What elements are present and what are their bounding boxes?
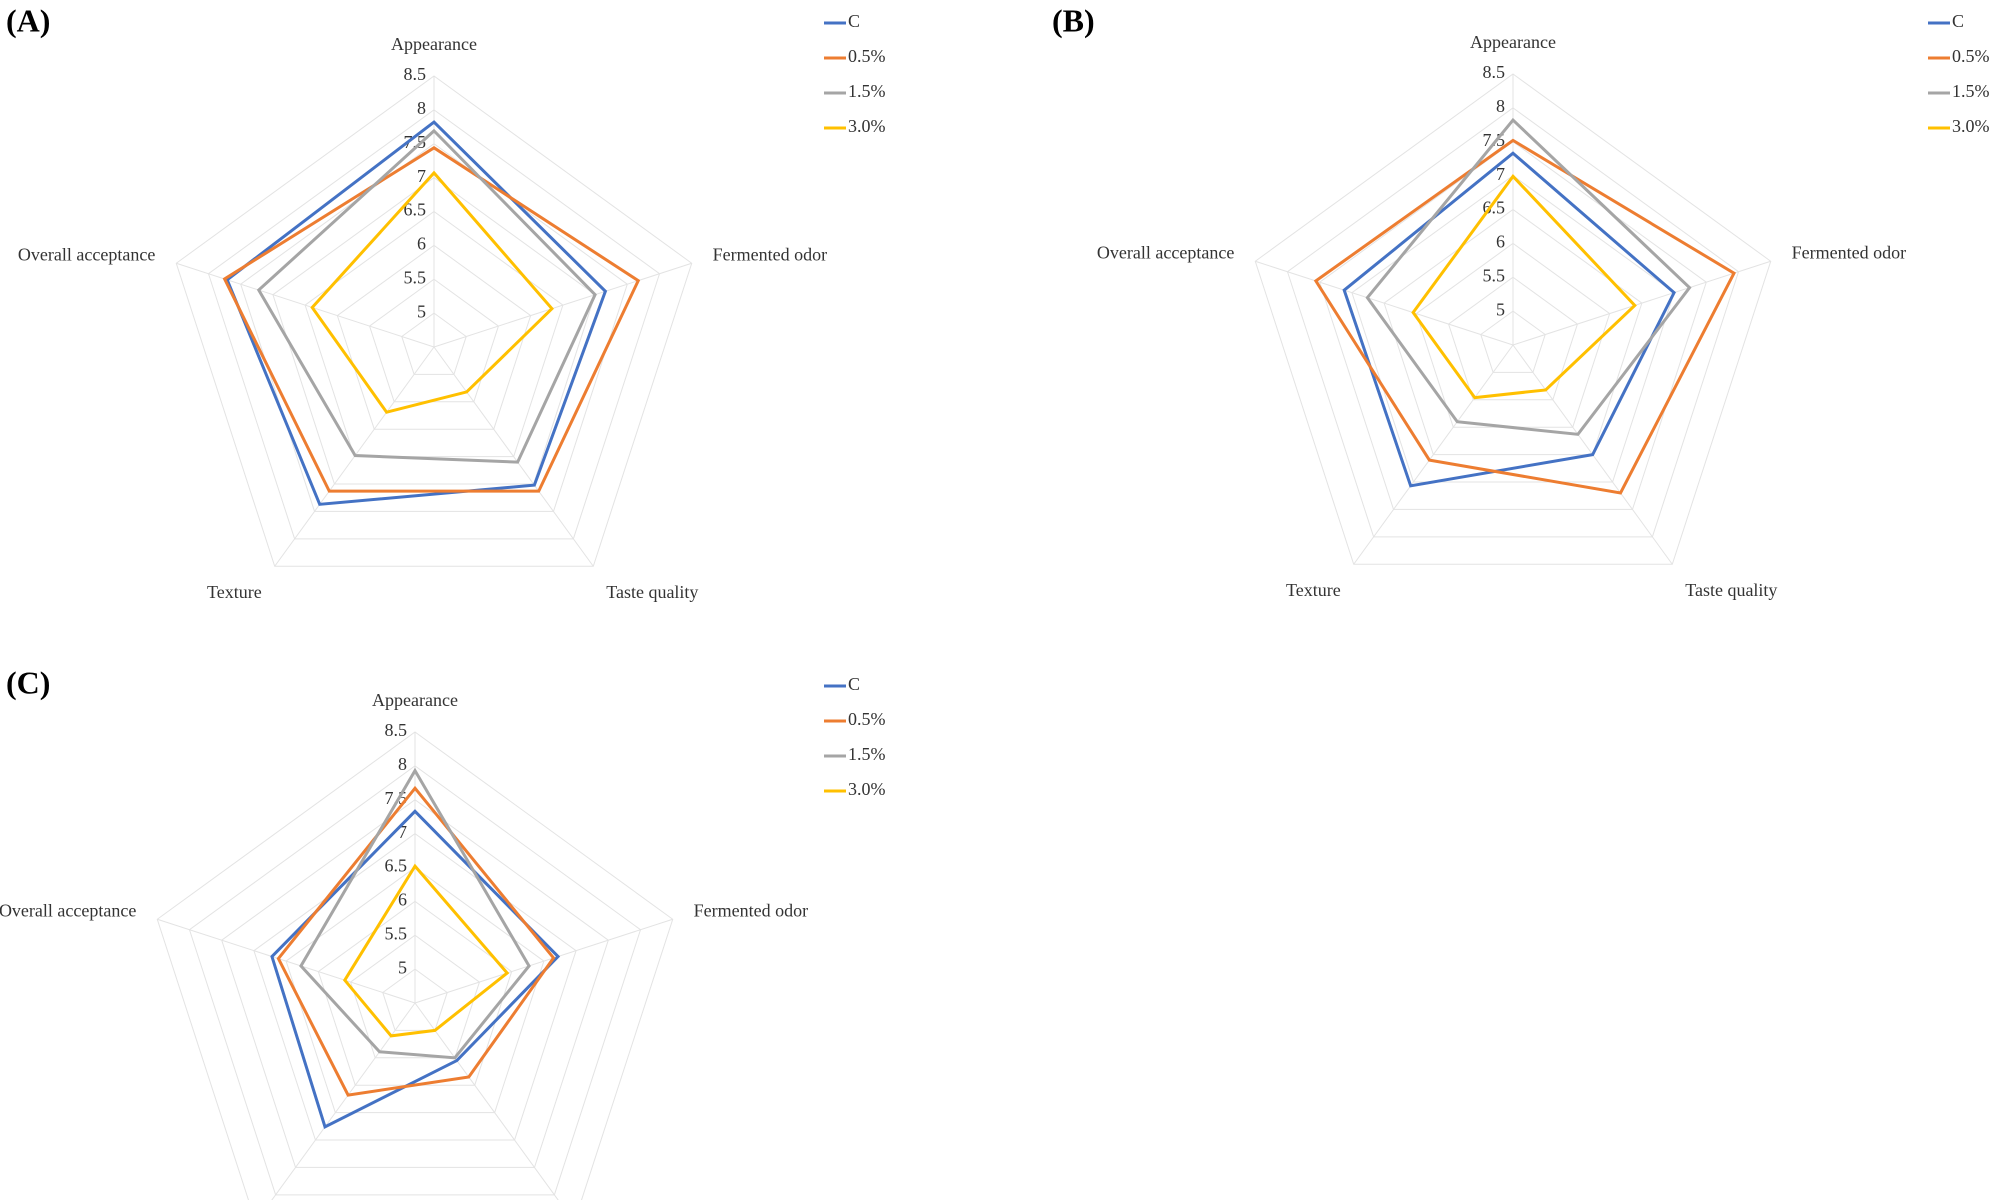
grid-ring <box>240 143 628 512</box>
series-line <box>276 785 556 1097</box>
legend-label: 0.5% <box>1952 46 1990 66</box>
tick-label: 7.5 <box>404 132 427 152</box>
category-label: Texture <box>207 582 262 602</box>
spoke <box>414 1002 559 1200</box>
tick-label: 5 <box>398 957 407 977</box>
tick-label: 5 <box>1496 299 1505 319</box>
legend-label: C <box>848 11 860 31</box>
series-line <box>222 146 641 493</box>
grid-ring <box>221 799 609 1168</box>
tick-label: 8.5 <box>404 64 427 84</box>
grid-ring <box>1319 141 1707 510</box>
tick-label: 5 <box>417 301 426 321</box>
grid-ring <box>272 177 596 485</box>
category-label: Taste quality <box>1685 580 1777 600</box>
tick-label: 5.5 <box>1483 265 1506 285</box>
series-line <box>225 120 608 506</box>
category-label: Overall acceptance <box>18 245 155 265</box>
tick-label: 8 <box>398 754 407 774</box>
tick-label: 6 <box>417 234 426 254</box>
tick-label: 6.5 <box>385 856 408 876</box>
legend-label: 3.0% <box>1952 116 1990 136</box>
tick-label: 7 <box>1496 164 1505 184</box>
legend-label: 0.5% <box>848 709 886 729</box>
category-label: Fermented odor <box>1792 243 1906 263</box>
series-line <box>1365 117 1692 436</box>
grid-ring <box>1480 310 1546 373</box>
legend-label: C <box>1952 11 1964 31</box>
series-line <box>1313 138 1736 495</box>
grid-ring <box>1286 107 1740 538</box>
series-line <box>1411 173 1637 400</box>
panel-title: (A) <box>6 2 50 38</box>
series-line <box>299 767 531 1060</box>
grid-ring <box>382 968 448 1031</box>
legend-label: 1.5% <box>848 81 886 101</box>
grid-ring <box>175 75 693 567</box>
series-line <box>256 128 597 464</box>
grid-ring <box>253 833 577 1141</box>
grid-ring <box>1254 73 1772 565</box>
grid-ring <box>1447 276 1579 401</box>
spoke <box>271 1002 416 1200</box>
tick-label: 8 <box>1496 96 1505 116</box>
grid-ring <box>285 866 545 1114</box>
category-label: Appearance <box>372 690 458 710</box>
grid-ring <box>207 109 661 540</box>
tick-label: 6 <box>398 890 407 910</box>
tick-label: 5.5 <box>404 267 427 287</box>
category-label: Taste quality <box>606 582 698 602</box>
grid-ring <box>401 312 467 375</box>
grid-ring <box>336 244 532 430</box>
panel-title: (B) <box>1052 2 1095 38</box>
category-label: Overall acceptance <box>1097 243 1234 263</box>
grid-ring <box>1351 175 1675 483</box>
tick-label: 8.5 <box>385 720 408 740</box>
series-line <box>342 863 510 1038</box>
legend-label: 3.0% <box>848 779 886 799</box>
legend-label: 1.5% <box>848 744 886 764</box>
tick-label: 6 <box>1496 232 1505 252</box>
category-label: Appearance <box>391 34 477 54</box>
panel-title: (C) <box>6 664 50 700</box>
grid-ring <box>349 934 481 1059</box>
category-label: Overall acceptance <box>0 901 136 921</box>
category-label: Fermented odor <box>694 901 808 921</box>
tick-label: 6.5 <box>404 200 427 220</box>
grid-ring <box>188 765 642 1196</box>
legend-label: 0.5% <box>848 46 886 66</box>
grid-ring <box>368 278 500 403</box>
legend-label: 3.0% <box>848 116 886 136</box>
category-label: Appearance <box>1470 32 1556 52</box>
category-label: Texture <box>1286 580 1341 600</box>
grid-ring <box>156 731 674 1200</box>
tick-label: 7 <box>398 822 407 842</box>
tick-label: 8 <box>417 98 426 118</box>
legend-label: C <box>848 674 860 694</box>
tick-label: 5.5 <box>385 923 408 943</box>
series-line <box>1342 151 1676 488</box>
tick-label: 7 <box>417 166 426 186</box>
grid-ring <box>1383 208 1643 456</box>
radar-chart: 5 5.5 6 6.5 7 7.5 8 8.5 Appearance Fermented odor… <box>6 2 886 602</box>
tick-label: 8.5 <box>1483 62 1506 82</box>
series-line <box>310 170 554 414</box>
category-label: Fermented odor <box>713 245 827 265</box>
legend-label: 1.5% <box>1952 81 1990 101</box>
